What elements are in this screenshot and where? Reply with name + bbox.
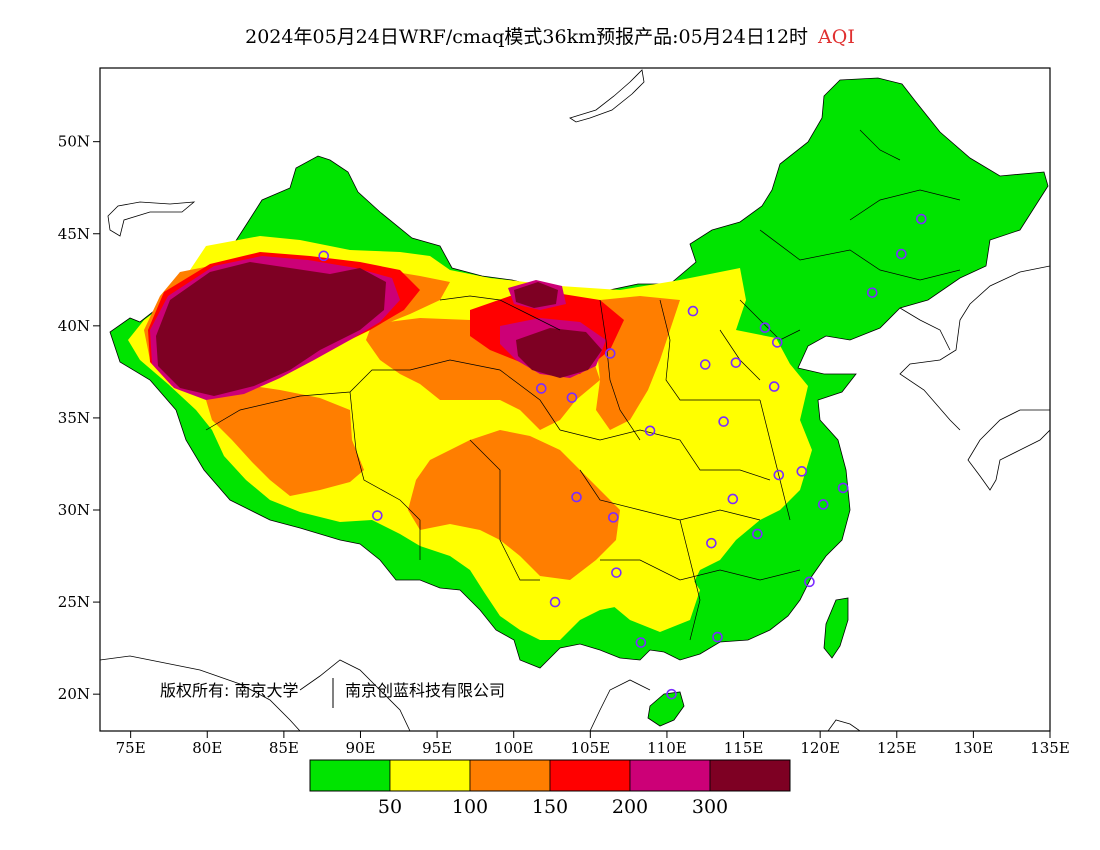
legend-swatch — [469, 759, 551, 792]
y-tick-label: 20N — [58, 685, 90, 703]
legend-swatch — [629, 759, 711, 792]
plot-frame — [99, 67, 1051, 732]
x-tick-label: 100E — [494, 739, 534, 757]
station-marker — [773, 469, 785, 481]
station-marker — [318, 250, 330, 262]
station-marker — [699, 359, 711, 370]
legend-swatch — [309, 759, 391, 792]
y-tick-label: 35N — [58, 409, 90, 427]
station-marker — [372, 510, 383, 521]
legend-label: 150 — [532, 796, 568, 818]
legend-label: 100 — [452, 796, 488, 818]
y-tick-label: 40N — [58, 317, 90, 335]
station-marker — [768, 381, 780, 392]
station-marker — [635, 637, 647, 648]
map-title: 2024年05月24日WRF/cmaq模式36km预报产品:05月24日12时 A… — [0, 22, 1100, 49]
aqi-region-orange-tibet — [200, 380, 364, 496]
x-tick-label: 135E — [1030, 739, 1070, 757]
y-axis: 20N 25N 30N 35N 40N 45N 50N — [58, 133, 100, 703]
taiwan-island — [823, 597, 849, 659]
x-tick-label: 95E — [422, 739, 452, 757]
aqi-region-yellow-south — [600, 560, 700, 632]
station-marker — [687, 305, 699, 317]
x-tick-label: 105E — [571, 739, 611, 757]
legend-frame — [309, 759, 791, 792]
station-marker — [796, 466, 808, 477]
station-marker — [727, 493, 739, 505]
station-marker — [604, 348, 616, 359]
x-tick-label: 85E — [269, 739, 299, 757]
station-marker — [712, 631, 723, 643]
station-marker — [730, 357, 742, 368]
legend-label: 200 — [612, 796, 648, 818]
station-marker — [817, 499, 829, 510]
aqi-region-orange-sichuan — [408, 430, 620, 580]
neighbor-outlines — [100, 69, 1050, 731]
legend-colorbar: 50 100 150 200 300 — [309, 759, 791, 818]
x-tick-label: 115E — [724, 739, 764, 757]
station-marker — [549, 596, 561, 608]
y-tick-label: 45N — [58, 225, 90, 243]
legend-swatch — [709, 759, 791, 792]
legend-label: 50 — [378, 796, 402, 818]
station-marker — [896, 248, 907, 260]
aqi-region-darkred-north — [514, 282, 558, 308]
copyright-text-university: 版权所有: 南京大学 — [160, 681, 298, 700]
x-tick-label: 130E — [954, 739, 994, 757]
x-tick-label: 80E — [192, 739, 222, 757]
station-marker — [804, 576, 815, 588]
station-marker — [771, 337, 783, 348]
legend-swatch — [389, 759, 471, 792]
station-marker — [718, 416, 729, 427]
x-tick-label: 75E — [116, 739, 146, 757]
station-marker — [608, 512, 619, 523]
station-marker — [666, 688, 677, 700]
station-marker — [566, 392, 578, 403]
station-marker — [837, 482, 849, 494]
title-main: 2024年05月24日WRF/cmaq模式36km预报产品:05月24日12时 — [245, 26, 809, 48]
station-marker — [611, 567, 622, 578]
station-marker — [759, 322, 771, 333]
station-marker — [706, 537, 717, 549]
aqi-region-darkred-tarim — [156, 262, 386, 396]
province-boundaries — [205, 129, 961, 641]
station-marker — [571, 491, 582, 503]
legend-label: 300 — [692, 796, 728, 818]
x-tick-label: 110E — [647, 739, 687, 757]
y-tick-label: 25N — [58, 593, 90, 611]
city-station-markers — [318, 213, 927, 700]
x-axis: 75E 80E 85E 90E 95E 100E 105E 110E 115E 120E 125E 1… — [116, 731, 1070, 757]
station-marker — [866, 287, 878, 298]
station-marker — [915, 213, 927, 225]
station-marker — [535, 383, 547, 394]
aqi-region-yellow-east — [676, 370, 800, 520]
aqi-region-darkred-gansu — [516, 328, 602, 378]
x-tick-label: 90E — [345, 739, 375, 757]
x-tick-label: 120E — [800, 739, 840, 757]
x-tick-label: 125E — [877, 739, 917, 757]
y-tick-label: 50N — [58, 133, 90, 151]
legend-swatch — [549, 759, 631, 792]
station-marker — [644, 425, 656, 437]
station-marker — [752, 528, 763, 540]
title-variable: AQI — [818, 26, 855, 48]
map-layers: 版权所有: 南京大学 南京创蓝科技有限公司 — [100, 69, 1050, 731]
y-tick-label: 30N — [58, 501, 90, 519]
copyright-text-company: 南京创蓝科技有限公司 — [345, 681, 505, 700]
